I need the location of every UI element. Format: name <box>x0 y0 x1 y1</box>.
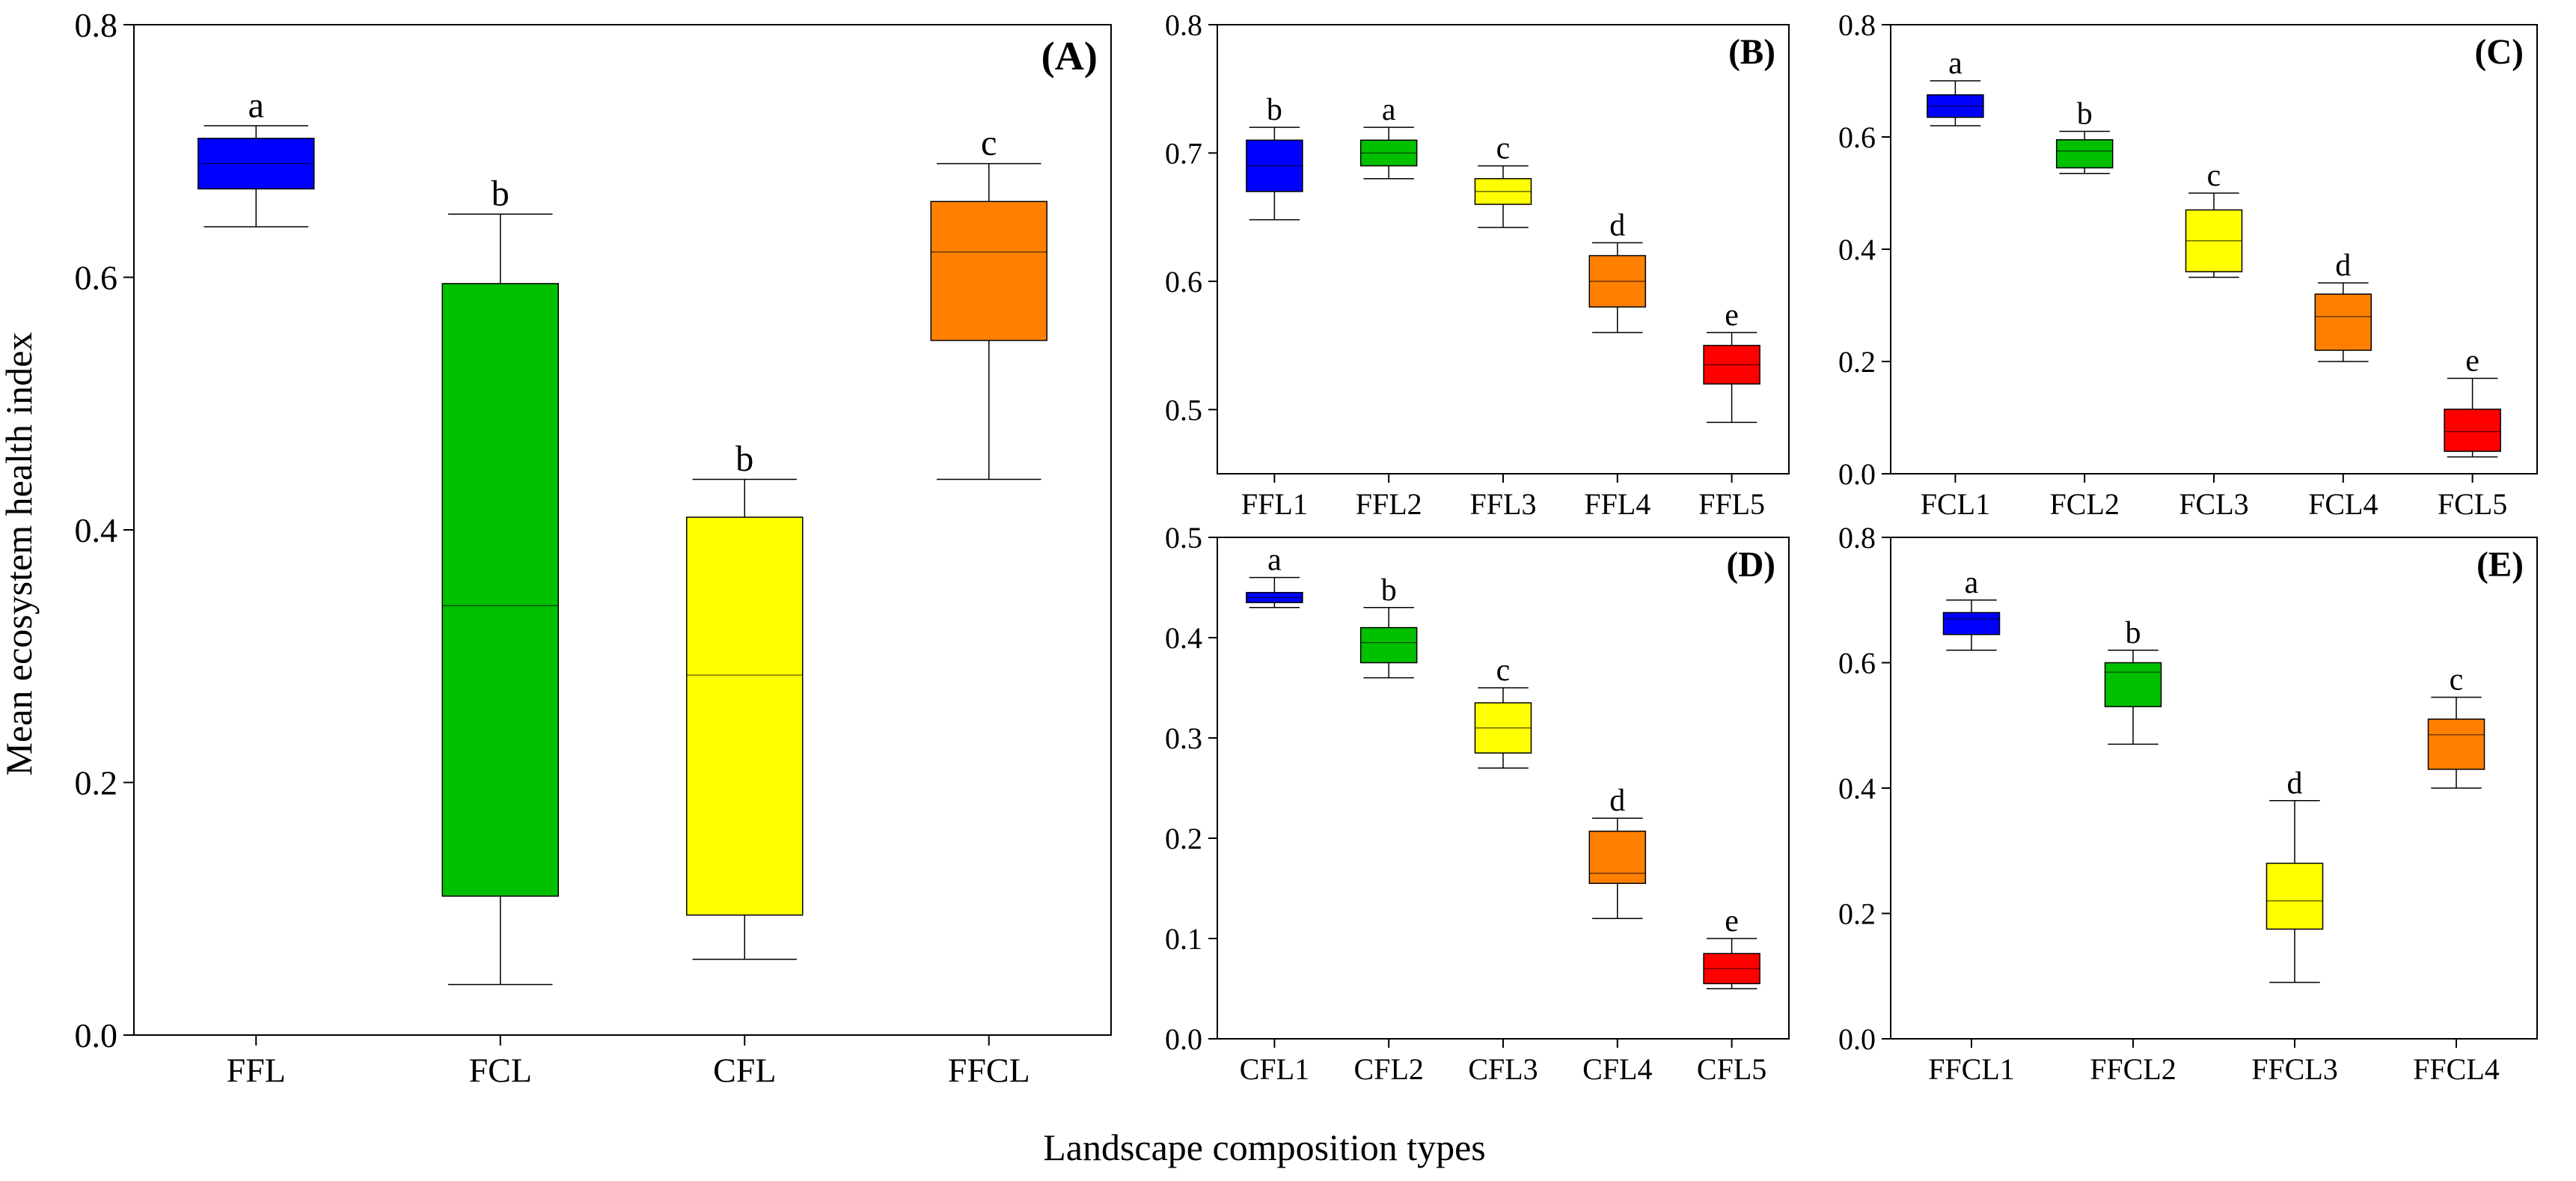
y-tick-label: 0.2 <box>1838 345 1876 379</box>
box-ffcl3 <box>2266 862 2324 930</box>
box-ffcl4 <box>2427 718 2485 770</box>
box-ffcl2 <box>2104 662 2162 707</box>
x-tick-label: FFCL <box>948 1051 1030 1089</box>
panel-d: 0.0 0.1 0.2 0.3 0.4 0.5 CFL1 a CFL2 b CFL3 c CFL4 d CF… <box>1165 521 1790 1086</box>
panel-c: 0.0 0.2 0.4 0.6 0.8 FCL1 a FCL2 b FCL3 c FCL4 d FCL5 e… <box>1838 8 2538 521</box>
significance-letter: a <box>1382 93 1396 127</box>
y-tick-label: 0.2 <box>1165 822 1202 855</box>
y-tick-label: 0.5 <box>1165 393 1202 427</box>
box-fcl <box>441 283 559 897</box>
box-ffcl1 <box>1942 611 2001 635</box>
significance-letter: a <box>1948 46 1962 81</box>
x-tick-label: FCL5 <box>2438 487 2507 521</box>
x-tick-label: FFL2 <box>1356 487 1422 521</box>
x-tick-label: CFL2 <box>1354 1052 1424 1086</box>
box-fcl5 <box>2444 409 2501 452</box>
significance-letter: c <box>2207 159 2221 193</box>
y-tick-label: 0.2 <box>75 764 118 802</box>
box-ffcl <box>930 201 1047 341</box>
x-tick-label: FFL4 <box>1584 487 1650 521</box>
y-tick-label: 0.8 <box>1838 8 1876 42</box>
significance-letter: d <box>1609 784 1625 818</box>
significance-letter: e <box>2465 344 2479 379</box>
y-tick-label: 0.7 <box>1165 136 1202 170</box>
panel-e: 0.0 0.2 0.4 0.6 0.8 FFCL1 a FFCL2 b FFCL3 d FFCL4 c (… <box>1838 521 2538 1086</box>
y-tick-label: 0.6 <box>1165 265 1202 299</box>
significance-letter: c <box>1496 653 1511 688</box>
y-tick-label: 0.0 <box>1838 1022 1876 1056</box>
box-fcl4 <box>2314 293 2372 351</box>
y-tick-label: 0.6 <box>1838 647 1876 680</box>
panel-b: 0.5 0.6 0.7 0.8 FFL1 b FFL2 a FFL3 c FFL4 d FFL5 e (B) <box>1165 8 1790 521</box>
x-tick-label: FFL <box>227 1051 286 1089</box>
x-tick-label: CFL4 <box>1582 1052 1652 1086</box>
panel-label: (D) <box>1726 546 1775 585</box>
significance-letter: b <box>492 174 510 214</box>
x-tick-label: FFL1 <box>1241 487 1308 521</box>
panel-label: (C) <box>2474 33 2524 72</box>
y-tick-label: 0.6 <box>1838 120 1876 154</box>
y-tick-label: 0.8 <box>75 6 118 44</box>
panel-label: (E) <box>2476 546 2524 585</box>
x-tick-label: CFL <box>713 1051 776 1089</box>
y-tick-label: 0.0 <box>1165 1022 1202 1056</box>
plot-frame <box>1217 24 1790 474</box>
x-tick-label: CFL5 <box>1697 1052 1766 1086</box>
y-tick-label: 0.4 <box>1165 621 1202 655</box>
box-cfl2 <box>1359 626 1418 664</box>
y-tick-label: 0.0 <box>75 1016 118 1055</box>
significance-letter: b <box>735 439 753 479</box>
panel-label: (B) <box>1728 33 1775 72</box>
x-tick-label: FFCL1 <box>1928 1052 2015 1086</box>
x-tick-label: FCL4 <box>2308 487 2378 521</box>
x-tick-label: FCL <box>469 1051 532 1089</box>
box-cfl4 <box>1588 830 1647 885</box>
x-axis-title: Landscape composition types <box>1043 1126 1486 1168</box>
significance-letter: b <box>1381 573 1397 608</box>
significance-letter: e <box>1725 904 1739 939</box>
significance-letter: a <box>1267 543 1282 578</box>
significance-letter: a <box>1965 566 1979 600</box>
x-tick-label: FCL1 <box>1921 487 1990 521</box>
significance-letter: b <box>1267 93 1282 127</box>
significance-letter: b <box>2077 97 2093 132</box>
panel-label: (A) <box>1041 34 1098 79</box>
y-tick-label: 0.4 <box>1838 772 1876 805</box>
y-tick-label: 0.5 <box>1165 521 1202 555</box>
y-tick-label: 0.8 <box>1165 8 1202 42</box>
y-tick-label: 0.1 <box>1165 922 1202 956</box>
y-tick-label: 0.3 <box>1165 721 1202 755</box>
significance-letter: b <box>2126 616 2141 650</box>
x-tick-label: FCL2 <box>2050 487 2120 521</box>
y-tick-label: 0.8 <box>1838 521 1876 555</box>
y-tick-label: 0.4 <box>1838 233 1876 266</box>
y-axis-title: Mean ecosystem health index <box>0 332 40 776</box>
y-tick-label: 0.4 <box>75 511 118 549</box>
panel-a: 0.0 0.2 0.4 0.6 0.8 FFL a FCL b CFL b FFCL c (A) <box>75 6 1112 1089</box>
y-tick-label: 0.6 <box>75 259 118 297</box>
x-tick-label: CFL1 <box>1240 1052 1309 1086</box>
significance-letter: d <box>2287 766 2303 801</box>
x-tick-label: FFCL3 <box>2251 1052 2338 1086</box>
x-tick-label: FFL3 <box>1470 487 1537 521</box>
significance-letter: d <box>2335 248 2351 283</box>
x-tick-label: FFCL2 <box>2090 1052 2176 1086</box>
x-tick-label: CFL3 <box>1468 1052 1538 1086</box>
box-cfl <box>686 516 804 916</box>
y-tick-label: 0.0 <box>1838 457 1876 491</box>
significance-letter: c <box>981 123 997 163</box>
x-tick-label: FFL5 <box>1698 487 1765 521</box>
significance-letter: a <box>248 86 264 126</box>
significance-letter: c <box>2450 663 2464 698</box>
x-tick-label: FCL3 <box>2179 487 2248 521</box>
panels: 0.00.20.40.60.8FFLaFCLbCFLbFFCLc(A)0.50.… <box>75 6 2538 1089</box>
significance-letter: e <box>1725 298 1739 332</box>
x-tick-label: FFCL4 <box>2413 1052 2500 1086</box>
box-fcl2 <box>2055 139 2114 168</box>
y-tick-label: 0.2 <box>1838 897 1876 931</box>
significance-letter: c <box>1496 132 1511 166</box>
significance-letter: d <box>1609 208 1625 242</box>
